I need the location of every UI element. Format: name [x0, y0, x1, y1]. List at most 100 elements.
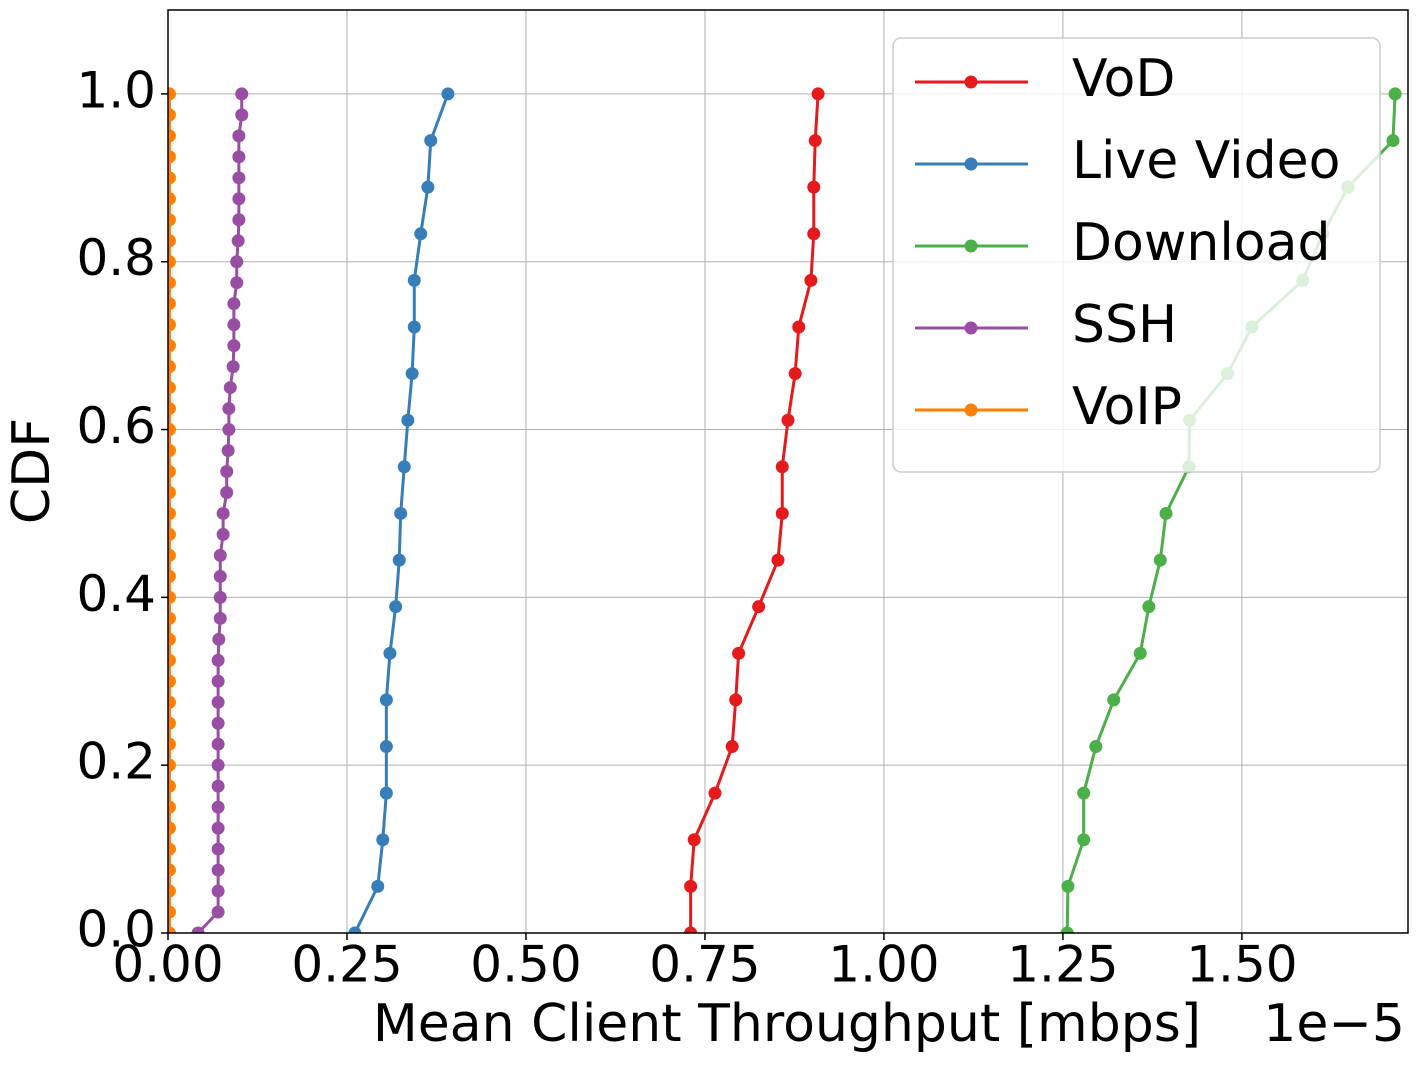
data-point [1089, 740, 1103, 754]
data-point [401, 413, 415, 427]
data-point [775, 506, 789, 520]
data-point [752, 600, 766, 614]
data-point [227, 339, 241, 353]
data-point [216, 527, 230, 541]
data-point [168, 779, 176, 793]
x-axis-label: Mean Client Throughput [mbps] [373, 994, 1201, 1054]
data-point [781, 413, 795, 427]
data-point [230, 276, 244, 290]
data-point [1133, 646, 1147, 660]
data-point [232, 150, 246, 164]
data-point [168, 590, 176, 604]
data-point [807, 227, 821, 241]
data-point [211, 800, 225, 814]
data-point [168, 611, 176, 625]
data-point [732, 646, 746, 660]
data-point [708, 786, 722, 800]
legend-marker [964, 239, 978, 253]
data-point [211, 842, 225, 856]
data-point [168, 863, 176, 877]
data-point [383, 646, 397, 660]
data-point [211, 905, 225, 919]
legend-label: Download [1072, 213, 1330, 273]
legend: VoD Live Video Download SSH VoIP [892, 37, 1381, 473]
data-point [168, 653, 176, 667]
data-point [168, 884, 176, 898]
y-tick-label: 0.4 [76, 565, 156, 623]
data-point [221, 444, 235, 458]
data-point [220, 465, 234, 478]
data-point [168, 381, 176, 395]
data-point [1107, 693, 1121, 707]
data-point [230, 255, 244, 269]
data-point [376, 833, 390, 847]
data-point [729, 693, 743, 707]
data-point [168, 737, 176, 751]
data-point [379, 786, 393, 800]
data-point [168, 527, 176, 541]
legend-label: VoIP [1072, 377, 1182, 437]
data-point [168, 800, 176, 814]
data-point [168, 569, 176, 583]
legend-marker [964, 321, 978, 335]
data-point [407, 273, 421, 287]
data-point [379, 740, 393, 754]
data-point [168, 276, 176, 290]
data-point [168, 234, 176, 248]
data-point [232, 171, 246, 185]
y-tick-label: 0.0 [76, 901, 156, 959]
data-point [211, 716, 225, 730]
y-tick-label: 0.6 [76, 397, 156, 455]
data-point [389, 600, 403, 614]
axes: 0.00 0.25 0.50 0.75 1.00 1.25 1.50 0.0 0.2 0.4 0.6… [76, 61, 1297, 993]
data-point [392, 553, 406, 567]
data-point [1077, 786, 1091, 800]
data-point [687, 833, 701, 847]
data-point [1388, 87, 1402, 101]
data-point [211, 674, 225, 688]
data-point [168, 695, 176, 709]
data-point [168, 213, 176, 227]
data-point [371, 879, 385, 893]
data-point [168, 444, 176, 458]
data-point [168, 926, 176, 933]
data-point [379, 693, 393, 707]
x-offset-text: 1e−5 [1263, 994, 1405, 1054]
y-axis-label: CDF [2, 418, 62, 524]
data-point [211, 779, 225, 793]
data-point [168, 171, 176, 185]
series-line [689, 93, 820, 933]
data-point [168, 465, 176, 478]
data-point [168, 297, 176, 311]
data-point [232, 213, 246, 227]
data-point [1153, 553, 1167, 567]
plot-area [168, 87, 1402, 933]
x-tick-label: 0.25 [291, 936, 402, 994]
data-point [213, 611, 227, 625]
data-point [223, 381, 237, 395]
data-point [232, 192, 246, 206]
data-point [1061, 879, 1075, 893]
data-point [216, 506, 230, 520]
y-tick-label: 1.0 [76, 61, 156, 119]
data-point [227, 297, 241, 311]
data-point [807, 180, 821, 194]
data-point [407, 320, 421, 334]
data-point [168, 339, 176, 353]
data-point [168, 87, 176, 101]
data-point [168, 506, 176, 520]
data-point [168, 108, 176, 122]
legend-marker [964, 157, 978, 171]
data-point [213, 569, 227, 583]
legend-box [892, 37, 1381, 473]
data-point [168, 905, 176, 919]
data-point [211, 863, 225, 877]
data-point [211, 653, 225, 667]
data-point [1077, 833, 1091, 847]
data-point [232, 129, 246, 143]
legend-label: Live Video [1072, 131, 1340, 191]
legend-marker [964, 75, 978, 89]
data-point [684, 879, 698, 893]
data-point [222, 402, 236, 416]
data-point [235, 87, 249, 101]
